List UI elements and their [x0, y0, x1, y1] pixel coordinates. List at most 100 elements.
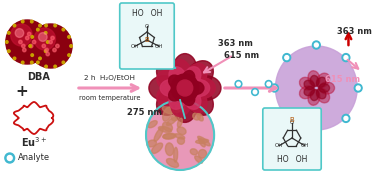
Ellipse shape — [171, 60, 191, 86]
Ellipse shape — [163, 134, 175, 139]
Circle shape — [8, 32, 10, 34]
Ellipse shape — [177, 127, 186, 135]
Text: OH: OH — [131, 44, 139, 49]
Circle shape — [45, 65, 47, 68]
Ellipse shape — [175, 134, 185, 139]
Ellipse shape — [198, 136, 210, 146]
Circle shape — [29, 45, 31, 47]
Circle shape — [7, 156, 12, 161]
Ellipse shape — [167, 117, 176, 125]
Circle shape — [5, 153, 15, 163]
Ellipse shape — [188, 80, 210, 97]
Ellipse shape — [185, 61, 213, 89]
Ellipse shape — [195, 156, 203, 163]
Text: HO   OH: HO OH — [277, 156, 307, 165]
Circle shape — [22, 20, 24, 23]
Ellipse shape — [173, 90, 197, 122]
Circle shape — [344, 56, 348, 60]
Circle shape — [49, 40, 53, 44]
Circle shape — [22, 44, 25, 48]
Text: room temperature: room temperature — [79, 95, 141, 101]
Ellipse shape — [156, 61, 184, 89]
Ellipse shape — [174, 147, 178, 162]
Ellipse shape — [157, 84, 182, 106]
Circle shape — [54, 24, 56, 27]
Circle shape — [31, 54, 34, 56]
Ellipse shape — [319, 84, 330, 92]
Circle shape — [54, 65, 56, 68]
Circle shape — [51, 36, 54, 40]
Ellipse shape — [310, 75, 319, 86]
Text: OH: OH — [301, 143, 309, 148]
Ellipse shape — [199, 138, 205, 147]
Circle shape — [13, 57, 16, 60]
Circle shape — [265, 80, 272, 88]
Ellipse shape — [154, 127, 163, 141]
Circle shape — [171, 74, 198, 102]
Text: HO   OH: HO OH — [132, 8, 162, 17]
Circle shape — [6, 41, 8, 43]
Ellipse shape — [169, 67, 187, 88]
Circle shape — [6, 20, 49, 64]
Text: 275 nm: 275 nm — [127, 108, 161, 117]
Circle shape — [42, 44, 46, 48]
Ellipse shape — [198, 149, 207, 158]
Circle shape — [39, 24, 41, 27]
Ellipse shape — [196, 139, 209, 143]
Circle shape — [39, 33, 47, 41]
Circle shape — [285, 56, 289, 60]
Circle shape — [177, 80, 193, 96]
Ellipse shape — [319, 82, 335, 94]
Ellipse shape — [308, 90, 320, 105]
Circle shape — [283, 114, 291, 122]
Ellipse shape — [147, 140, 156, 147]
Circle shape — [271, 84, 278, 92]
Ellipse shape — [156, 86, 184, 115]
Text: 615 nm: 615 nm — [224, 51, 259, 60]
Text: OH: OH — [155, 44, 163, 49]
Circle shape — [31, 36, 34, 38]
Ellipse shape — [149, 76, 180, 100]
Circle shape — [314, 129, 318, 133]
FancyBboxPatch shape — [120, 3, 174, 69]
Circle shape — [267, 82, 270, 86]
Circle shape — [356, 86, 360, 90]
Text: DBA: DBA — [28, 72, 50, 82]
Text: Eu$^{3+}$: Eu$^{3+}$ — [21, 135, 47, 149]
Ellipse shape — [175, 99, 184, 113]
Circle shape — [344, 116, 348, 120]
Ellipse shape — [184, 63, 207, 88]
Ellipse shape — [169, 88, 187, 109]
Circle shape — [342, 54, 350, 62]
Circle shape — [53, 48, 56, 52]
Ellipse shape — [197, 113, 203, 121]
Ellipse shape — [310, 89, 319, 101]
Circle shape — [285, 116, 289, 120]
Circle shape — [29, 24, 72, 68]
Circle shape — [28, 32, 31, 36]
Circle shape — [237, 82, 240, 86]
Ellipse shape — [189, 76, 221, 100]
Circle shape — [276, 46, 357, 130]
Ellipse shape — [163, 107, 172, 121]
Ellipse shape — [316, 77, 326, 88]
Text: 615 nm: 615 nm — [325, 75, 360, 84]
Ellipse shape — [185, 86, 213, 115]
Ellipse shape — [169, 75, 184, 90]
Text: B: B — [290, 117, 294, 123]
Ellipse shape — [299, 77, 314, 90]
Polygon shape — [14, 102, 53, 134]
Circle shape — [31, 61, 33, 64]
Text: 363 nm: 363 nm — [337, 28, 372, 37]
Ellipse shape — [316, 89, 330, 103]
Circle shape — [19, 40, 22, 44]
Ellipse shape — [160, 80, 182, 97]
Circle shape — [273, 86, 276, 90]
Ellipse shape — [162, 106, 174, 114]
Circle shape — [8, 50, 10, 52]
Ellipse shape — [182, 89, 195, 106]
Circle shape — [70, 45, 72, 47]
Ellipse shape — [182, 71, 195, 87]
Ellipse shape — [193, 113, 200, 120]
Ellipse shape — [158, 126, 172, 133]
